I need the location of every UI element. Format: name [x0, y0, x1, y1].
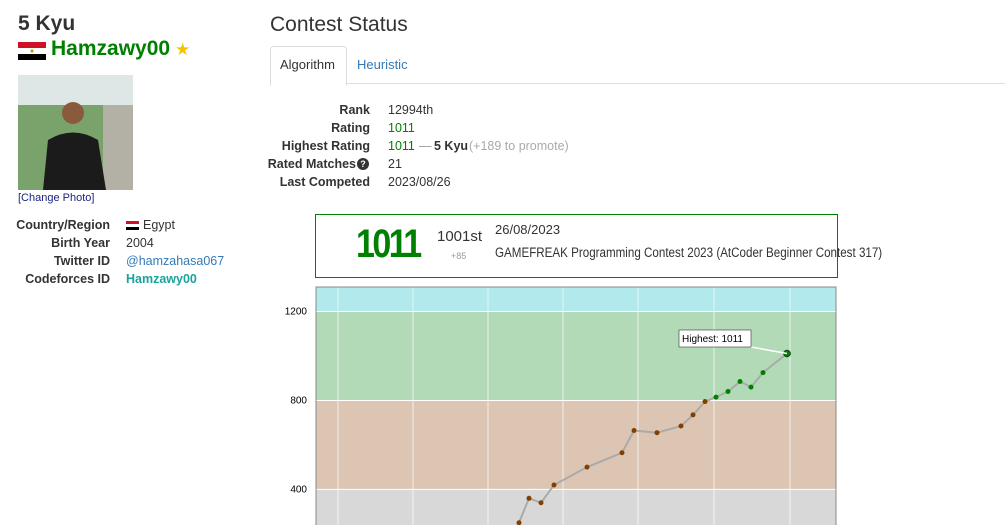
field-label: Country/Region [16, 218, 110, 232]
field-label: Birth Year [51, 236, 110, 250]
tab[interactable]: Heuristic [357, 57, 408, 72]
status-label: Last Competed [279, 175, 370, 189]
change-photo[interactable]: [Change Photo] [18, 192, 95, 204]
contest-diff: +85 [451, 251, 467, 261]
section-title: Contest Status [270, 13, 408, 36]
status-label: Rated Matches [267, 157, 356, 171]
status-value: 1011 [388, 139, 415, 153]
field-label: Codeforces ID [25, 272, 110, 286]
rating-band [316, 311, 836, 401]
promote-note: (+189 to promote) [469, 139, 569, 153]
y-tick-label: 800 [290, 395, 307, 406]
rating-point [690, 412, 696, 418]
separator: — [419, 139, 432, 153]
flag [126, 221, 139, 230]
rating-point [516, 520, 522, 525]
field-value[interactable]: @hamzahasa067 [126, 254, 225, 268]
star: ★ [175, 40, 191, 59]
flag [18, 42, 46, 60]
photo [18, 75, 133, 190]
username: Hamzawy00 [51, 37, 171, 60]
rating-point [619, 450, 625, 456]
rating-point [654, 430, 660, 436]
rating-point [678, 423, 684, 429]
field-value: 2004 [126, 236, 154, 250]
rating-band [316, 287, 836, 312]
contest-date: 26/08/2023 [495, 222, 561, 237]
status-label: Rating [331, 121, 370, 135]
kyu: 5 Kyu [434, 139, 469, 153]
annotation: Highest: 1011 [682, 334, 743, 345]
annotation-box [678, 329, 752, 348]
annotation-line [750, 346, 788, 355]
rating-point [713, 394, 719, 400]
tab-active[interactable] [270, 46, 347, 86]
status-value: 21 [388, 157, 402, 171]
rating-point [725, 389, 731, 395]
rating-point [760, 370, 766, 376]
rating-band [316, 400, 836, 490]
rating-point [538, 500, 544, 506]
rating-band [316, 489, 836, 525]
contest-box [315, 214, 838, 278]
contest-rating: 1011 [356, 222, 422, 266]
field-value: Egypt [143, 218, 175, 232]
field-label: Twitter ID [53, 254, 110, 268]
help-icon: ? [357, 158, 369, 170]
kyu: 5 Kyu [18, 12, 76, 35]
rating-point [737, 379, 743, 385]
contest-place: 1001st [437, 228, 483, 245]
tab-line [270, 83, 1005, 84]
status-label: Rank [339, 103, 370, 117]
tab[interactable]: Algorithm [280, 57, 335, 72]
status-value: 12994th [388, 103, 434, 117]
rating-point [551, 482, 557, 488]
contest-name: GAMEFREAK Programming Contest 2023 (AtCo… [495, 245, 883, 260]
plot-border [315, 286, 837, 525]
rating-chart: 400 800 1200 Highest: 1011 [285, 286, 837, 525]
status-label: Highest Rating [281, 139, 370, 153]
status-value: 2023/08/26 [388, 175, 451, 189]
y-tick-label: 1200 [285, 306, 308, 317]
rating-point [584, 464, 590, 470]
rating-point [702, 399, 708, 405]
y-tick-label: 400 [290, 484, 307, 495]
rating-point [526, 495, 532, 501]
field-value[interactable]: Hamzawy00 [126, 272, 197, 286]
status-value: 1011 [388, 121, 415, 135]
rating-point [748, 384, 754, 390]
rating-point [631, 427, 637, 433]
